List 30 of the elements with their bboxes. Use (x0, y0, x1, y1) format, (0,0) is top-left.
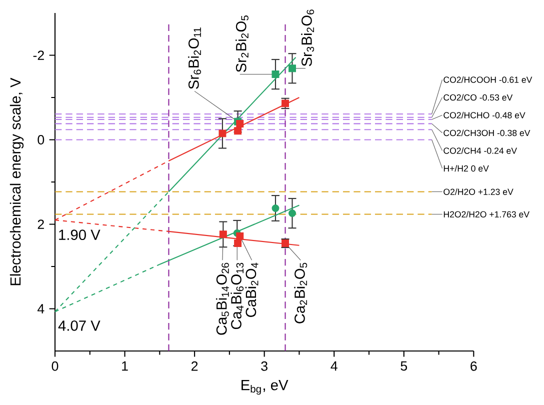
x-tick-label: 3 (261, 361, 268, 371)
x-tick-label: 2 (192, 361, 198, 371)
x-tick-label: 1 (122, 361, 128, 371)
x-tick-label: 0 (52, 361, 58, 371)
ref-line-label: CO2/HCOOH -0.61 eV (444, 76, 532, 83)
annotation: 4.07 V (58, 320, 100, 331)
annotation: Ca$_{4}$Bi$_{6}$O$_{13}$ (230, 262, 244, 330)
x-tick-label: 5 (400, 361, 408, 371)
annotation: Ca$_{5}$Bi$_{14}$O$_{26}$ (216, 262, 229, 335)
ref-line-label: CO2/CO -0.53 eV (444, 94, 513, 101)
annotation: Sr$_{2}$Bi$_{2}$O$_{5}$ (236, 16, 248, 72)
annotation: Sr$_{6}$Bi$_{2}$O$_{11}$ (188, 28, 202, 89)
ref-line-label: O2/H2O +1.23 eV (444, 188, 514, 195)
annotation: Ca$_{2}$Bi$_{2}$O$_{5}$ (294, 262, 308, 324)
annotation: Sr$_{3}$Bi$_{2}$O$_{6}$ (301, 10, 314, 66)
ref-line-label: H2O2/H2O +1.763 eV (444, 211, 530, 218)
ref-line-label: H+/H2 0 eV (444, 165, 489, 172)
annotation: 1.90 V (59, 230, 100, 240)
y-axis-title: Electrochemical energy scale, V (10, 78, 24, 286)
annotation: CaBi$_{2}$O$_{4}$ (245, 262, 258, 317)
ref-line-label: CO2/CH3OH -0.38 eV (444, 130, 530, 136)
y-tick-label: 0 (38, 135, 44, 144)
x-tick-label: 4 (330, 361, 338, 371)
y-tick-label: -2 (33, 50, 44, 60)
ref-line-label: CO2/HCHO -0.48 eV (444, 112, 526, 118)
y-tick-label: 2 (38, 220, 44, 229)
ref-line-label: CO2/CH4 -0.24 eV (444, 147, 517, 154)
x-tick-label: 6 (470, 361, 477, 371)
y-tick-label: 4 (37, 304, 44, 314)
x-axis-title: E$_{bg}$, eV (242, 380, 288, 395)
